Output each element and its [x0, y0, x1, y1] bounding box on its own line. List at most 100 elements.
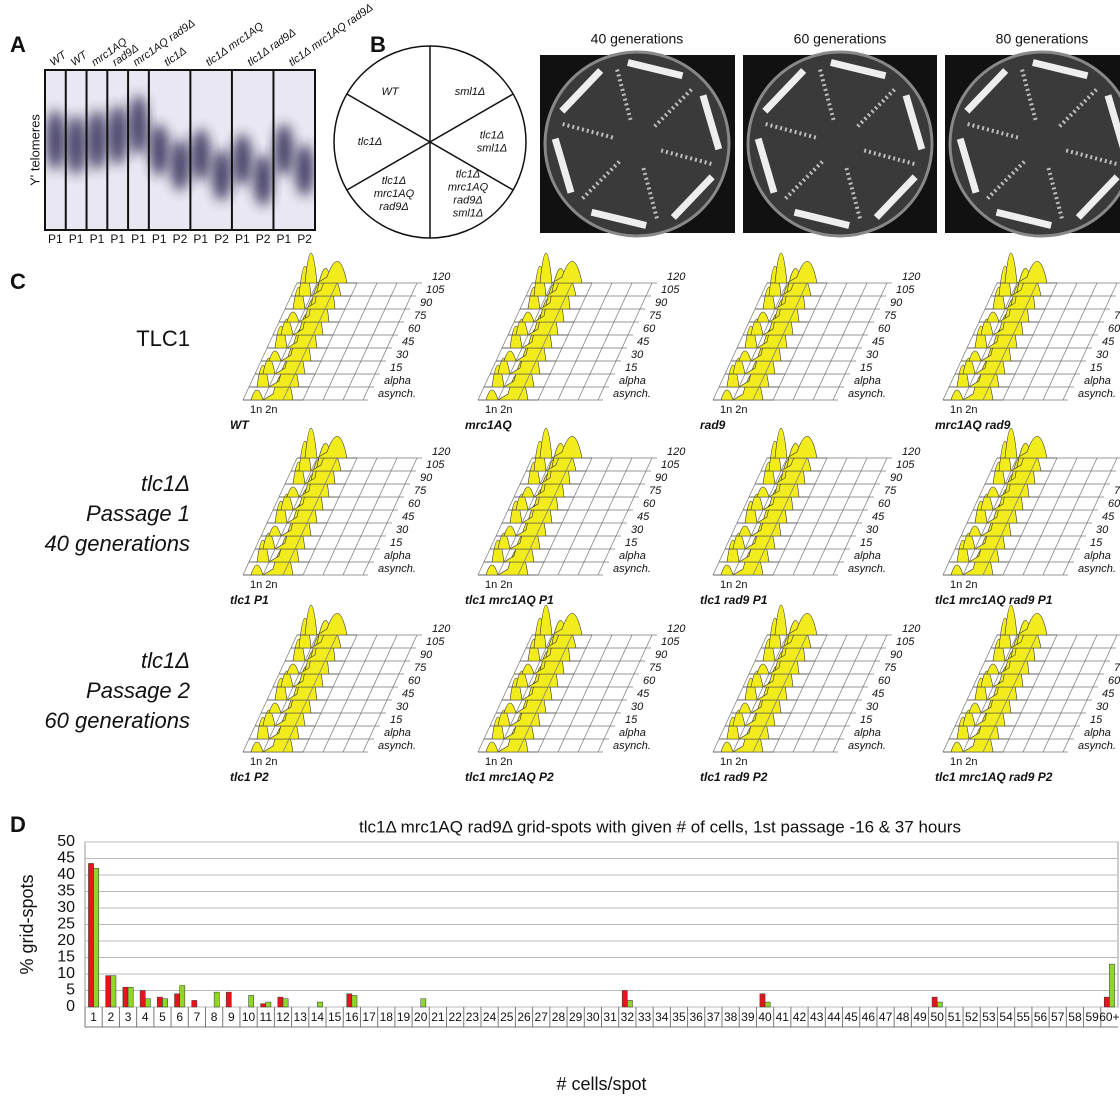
x-tick-label: 10 — [242, 1010, 256, 1024]
plate-title: 40 generations — [591, 31, 684, 47]
bar — [175, 994, 180, 1007]
bar — [760, 994, 765, 1007]
lane-passage: P2 — [214, 232, 229, 246]
time-label: 15 — [625, 714, 638, 726]
x-tick-label: 53 — [982, 1010, 996, 1024]
pie-sector-label: sml1Δ — [455, 86, 486, 98]
ploidy-label: 1n 2n — [250, 404, 278, 416]
x-tick-label: 45 — [844, 1010, 858, 1024]
time-label: alpha — [619, 550, 646, 562]
x-tick-label: 48 — [896, 1010, 910, 1024]
time-label: asynch. — [1078, 388, 1116, 400]
x-tick-label: 7 — [194, 1010, 201, 1024]
x-tick-label: 28 — [552, 1010, 566, 1024]
panel-label: A — [10, 32, 26, 57]
lane-passage: P1 — [152, 232, 167, 246]
plate — [748, 52, 932, 236]
x-tick-label: 31 — [603, 1010, 617, 1024]
sample-label: tlc1 mrc1AQ P1 — [465, 593, 554, 607]
lane-passage: P1 — [48, 232, 63, 246]
ploidy-label: 1n 2n — [720, 756, 748, 768]
time-label: alpha — [384, 727, 411, 739]
grid-col — [283, 283, 337, 400]
time-label: alpha — [854, 727, 881, 739]
lane-passage: P1 — [193, 232, 208, 246]
bar — [140, 991, 145, 1008]
flow-plot: asynch.alpha1530456075901051201n 2ntlc1 … — [465, 605, 686, 784]
pie-sector-label: tlc1Δ — [382, 175, 407, 187]
bar — [106, 976, 111, 1007]
time-label: 15 — [860, 362, 873, 374]
lane-passage: P1 — [110, 232, 125, 246]
time-label: 30 — [1096, 701, 1109, 713]
gel-band — [129, 95, 148, 155]
bar — [421, 999, 426, 1007]
x-tick-label: 3 — [125, 1010, 132, 1024]
row-label: TLC1 — [136, 326, 190, 351]
time-label: 120 — [432, 623, 451, 635]
x-tick-label: 59 — [1085, 1010, 1099, 1024]
x-tick-label: 52 — [965, 1010, 979, 1024]
flow-plot: asynch.alpha1530456075901051201n 2ntlc1 … — [935, 605, 1120, 784]
time-label: 90 — [420, 649, 433, 661]
time-label: 75 — [414, 310, 427, 322]
ploidy-label: 1n 2n — [485, 579, 513, 591]
x-tick-label: 42 — [793, 1010, 807, 1024]
grid-col — [753, 635, 807, 752]
gel-y-label: Y' telomeres — [27, 114, 42, 186]
grid-col — [518, 458, 572, 575]
bar — [88, 863, 93, 1007]
x-tick-label: 23 — [466, 1010, 480, 1024]
time-label: asynch. — [848, 740, 886, 752]
time-label: 15 — [390, 537, 403, 549]
pie-sector-label: mrc1AQ — [374, 188, 415, 200]
time-label: asynch. — [848, 563, 886, 575]
grid-col — [753, 458, 807, 575]
x-tick-label: 11 — [260, 1010, 273, 1024]
x-tick-label: 39 — [741, 1010, 755, 1024]
time-label: 15 — [390, 714, 403, 726]
gel-band — [233, 134, 252, 186]
sample-label: tlc1 mrc1AQ rad9 P2 — [935, 770, 1053, 784]
x-tick-label: 27 — [535, 1010, 549, 1024]
bar — [266, 1002, 271, 1007]
x-tick-label: 19 — [397, 1010, 411, 1024]
gel-band — [150, 124, 169, 176]
ploidy-label: 1n 2n — [720, 579, 748, 591]
x-axis-label: # cells/spot — [556, 1074, 646, 1094]
grid-col — [518, 635, 572, 752]
y-tick-label: 35 — [57, 883, 75, 900]
time-label: 75 — [414, 662, 427, 674]
time-label: 60 — [1108, 323, 1120, 335]
lane-label: WT — [48, 48, 70, 68]
bar — [352, 995, 357, 1007]
time-label: 90 — [890, 472, 903, 484]
time-label: 60 — [878, 498, 891, 510]
time-label: 45 — [402, 336, 415, 348]
time-label: alpha — [619, 727, 646, 739]
x-tick-label: 36 — [690, 1010, 704, 1024]
time-label: alpha — [384, 550, 411, 562]
time-label: 105 — [426, 636, 445, 648]
time-label: 120 — [902, 623, 921, 635]
bar — [249, 995, 254, 1007]
x-tick-label: 37 — [707, 1010, 721, 1024]
time-label: 105 — [661, 459, 680, 471]
y-tick-label: 20 — [57, 932, 75, 949]
x-tick-label: 60+ — [1099, 1010, 1119, 1024]
x-tick-label: 51 — [948, 1010, 962, 1024]
bar — [192, 1000, 197, 1007]
time-label: 90 — [890, 649, 903, 661]
x-tick-label: 41 — [776, 1010, 790, 1024]
gel-band — [275, 124, 294, 176]
x-tick-label: 56 — [1034, 1010, 1048, 1024]
x-tick-label: 6 — [176, 1010, 183, 1024]
x-tick-label: 49 — [913, 1010, 927, 1024]
x-tick-label: 20 — [414, 1010, 428, 1024]
sample-label: rad9 — [700, 418, 726, 432]
flow-plot: asynch.alpha1530456075901051201n 2ntlc1 … — [465, 428, 686, 607]
time-label: alpha — [854, 550, 881, 562]
time-label: 30 — [866, 349, 879, 361]
grid-col — [283, 635, 337, 752]
gel-band — [88, 110, 107, 170]
